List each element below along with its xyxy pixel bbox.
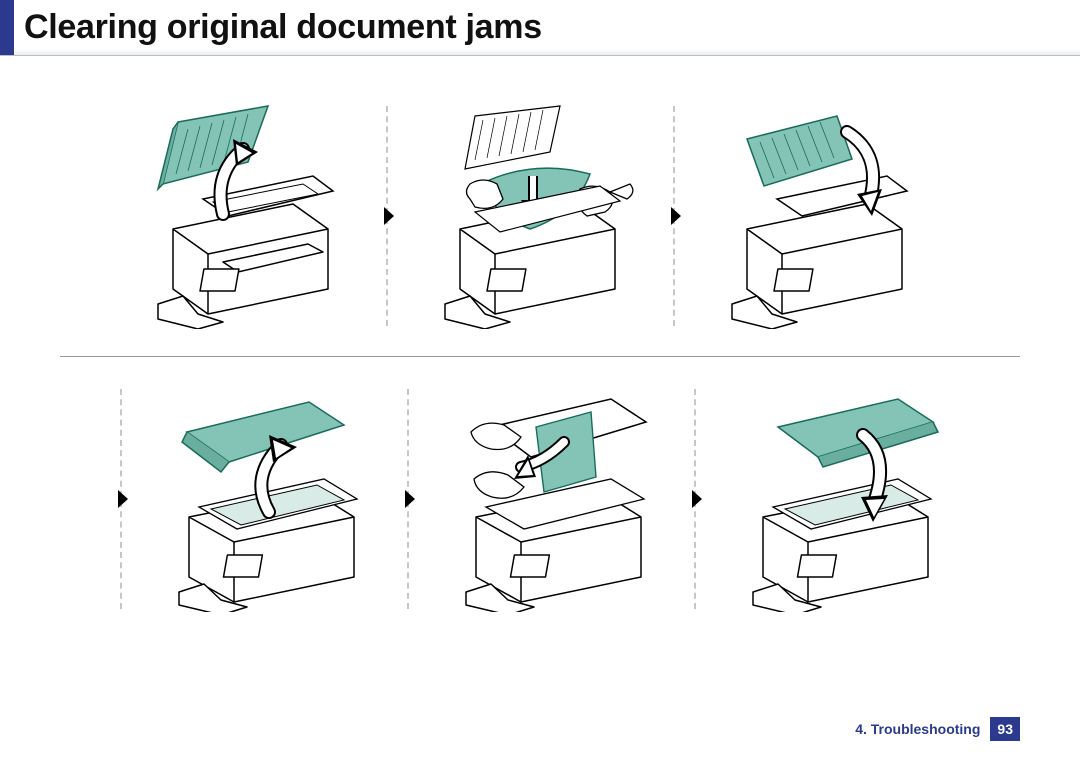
next-step-arrow-icon — [669, 205, 683, 227]
header-accent-bar — [0, 0, 14, 55]
step-4-open-scanner — [142, 382, 387, 617]
page-footer: 4. Troubleshooting 93 — [855, 717, 1020, 741]
printer-adf-close-icon — [702, 104, 932, 329]
chapter-label: 4. Troubleshooting — [855, 721, 980, 737]
step-6-close-scanner — [716, 382, 961, 617]
next-step-arrow-icon — [116, 488, 130, 510]
step-row-1 — [60, 86, 1020, 346]
step-divider — [120, 389, 122, 609]
step-5-remove-from-scanner — [429, 382, 674, 617]
page-header: Clearing original document jams — [0, 0, 1080, 56]
scanner-remove-paper-icon — [436, 387, 666, 612]
step-2-pull-paper — [408, 99, 653, 334]
page-title: Clearing original document jams — [24, 0, 542, 55]
step-row-2 — [60, 369, 1020, 629]
next-step-arrow-icon — [403, 488, 417, 510]
step-divider — [407, 389, 409, 609]
step-3-close-adf — [695, 99, 940, 334]
printer-adf-open-icon — [128, 104, 358, 329]
printer-pull-paper-icon — [415, 104, 645, 329]
step-1-open-adf — [121, 99, 366, 334]
instruction-content — [0, 56, 1080, 716]
step-divider — [673, 106, 675, 326]
next-step-arrow-icon — [382, 205, 396, 227]
step-divider — [694, 389, 696, 609]
scanner-close-icon — [723, 387, 953, 612]
step-divider — [386, 106, 388, 326]
scanner-open-icon — [149, 387, 379, 612]
next-step-arrow-icon — [690, 488, 704, 510]
page-number: 93 — [990, 717, 1020, 741]
row-divider — [60, 356, 1020, 357]
